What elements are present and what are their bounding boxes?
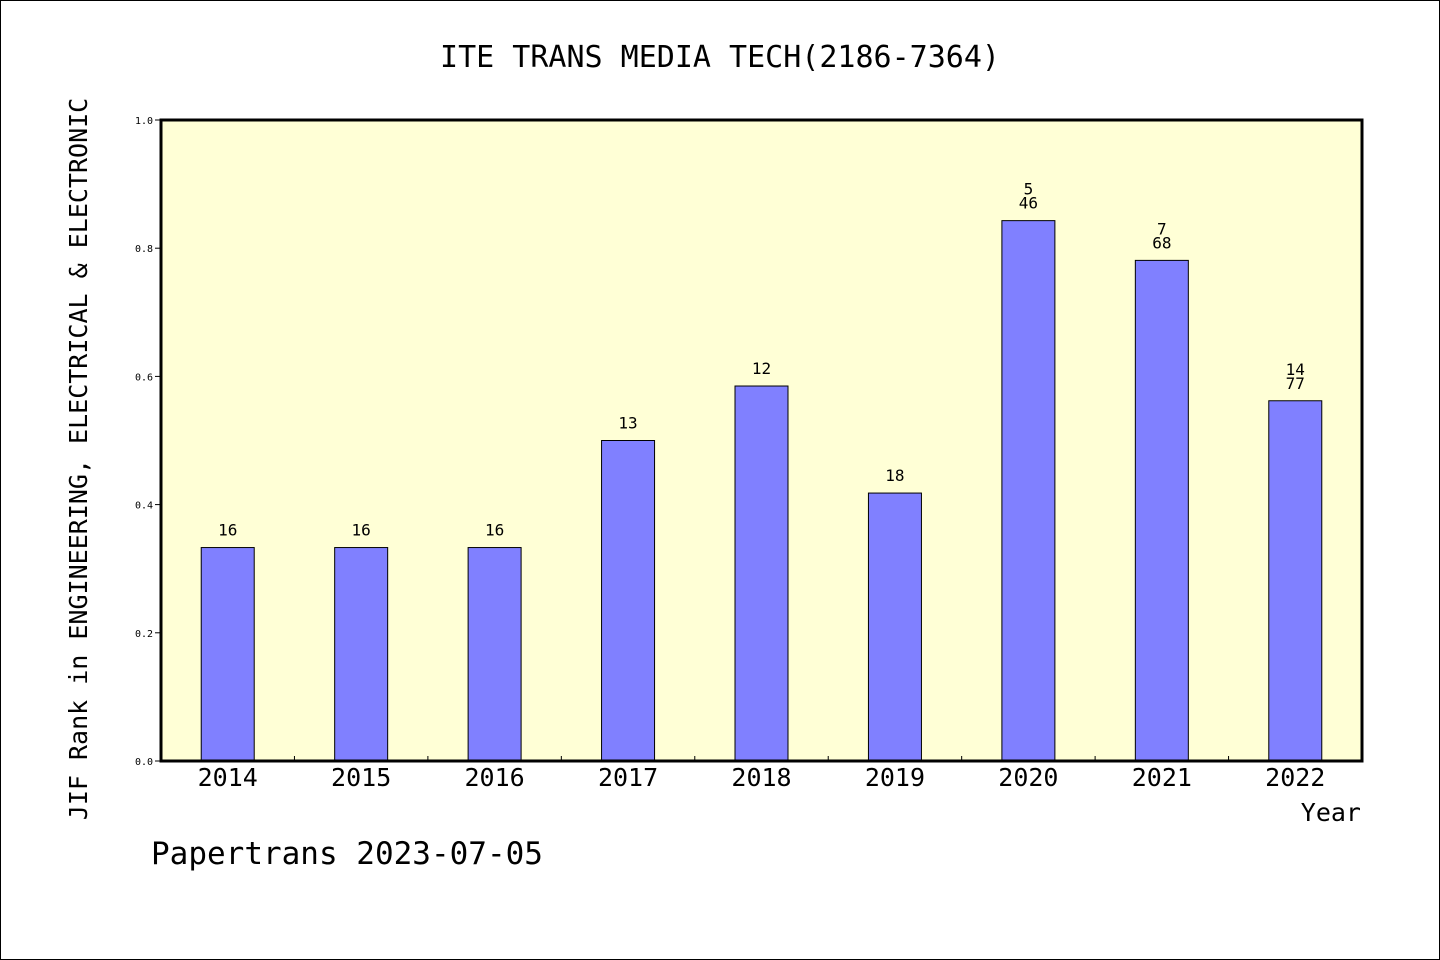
x-tick-label: 2016 <box>465 763 525 792</box>
x-tick-label: 2019 <box>865 763 925 792</box>
bar-data-label: 16 <box>485 521 504 540</box>
bar-data-label: 13 <box>618 414 637 433</box>
y-axis-label: JIF Rank in ENGINEERING, ELECTRICAL & EL… <box>64 98 93 820</box>
x-tick-label: 2020 <box>998 763 1058 792</box>
y-tick-label: 0.6 <box>135 372 153 383</box>
bar <box>334 547 389 762</box>
y-tick-label: 1.0 <box>135 116 153 127</box>
bar <box>867 492 922 762</box>
footer-credit: Papertrans 2023-07-05 <box>151 836 543 872</box>
y-tick-label: 0.4 <box>135 501 153 512</box>
bar <box>734 385 789 762</box>
y-axis-ticks: 0.0 0.2 0.4 0.6 0.8 1.0 <box>135 116 161 768</box>
x-tick-label: 2014 <box>198 763 258 792</box>
bar <box>1001 220 1056 762</box>
bar-data-label: 7 <box>1157 219 1167 238</box>
bar-data-label: 14 <box>1286 360 1305 379</box>
x-tick-label: 2021 <box>1132 763 1192 792</box>
bar <box>1134 259 1189 762</box>
bar-data-label: 5 <box>1024 180 1034 199</box>
y-tick-label: 0.8 <box>135 244 153 255</box>
bar <box>467 547 522 762</box>
bars <box>200 220 1323 762</box>
bar-data-label: 18 <box>885 466 904 485</box>
bar <box>200 547 255 762</box>
bar <box>601 440 656 762</box>
x-axis-ticks: 2014 2015 2016 2017 2018 2019 2020 2021 2022 <box>198 756 1325 792</box>
x-tick-label: 2018 <box>731 763 791 792</box>
plot-border <box>159 118 1364 763</box>
bar-data-label: 16 <box>352 521 371 540</box>
x-axis-label: Year <box>1301 798 1361 827</box>
x-tick-label: 2022 <box>1265 763 1325 792</box>
bar <box>1268 400 1323 762</box>
y-tick-label: 0.2 <box>135 629 153 640</box>
chart-title: ITE TRANS MEDIA TECH(2186-7364) <box>440 40 1000 75</box>
x-tick-label: 2017 <box>598 763 658 792</box>
bar-data-label: 68 <box>1152 233 1171 252</box>
y-tick-label: 0.0 <box>135 757 153 768</box>
bar-data-label: 12 <box>752 359 771 378</box>
bar-data-label: 77 <box>1286 374 1305 393</box>
x-tick-label: 2015 <box>331 763 391 792</box>
bar-data-label: 46 <box>1019 194 1038 213</box>
bar-data-label: 16 <box>218 521 237 540</box>
